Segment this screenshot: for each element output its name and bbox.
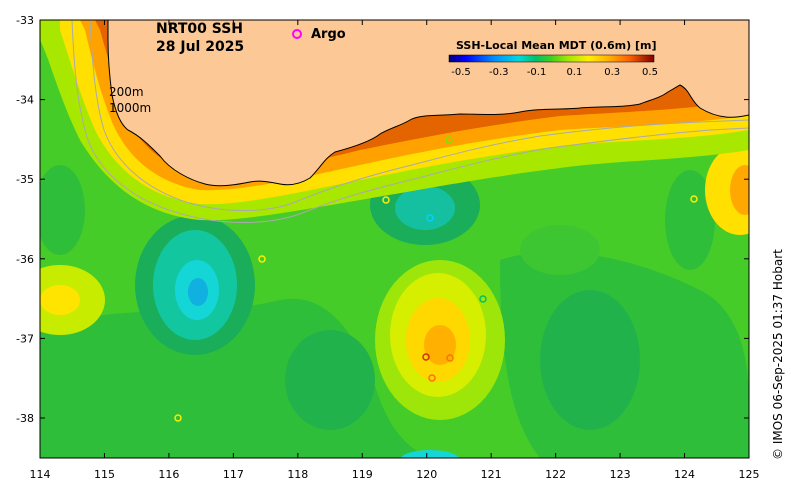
y-tick-label: -37 [16,332,34,345]
x-tick-label: 120 [416,468,437,481]
y-tick-label: -38 [16,412,34,425]
x-tick-label: 125 [739,468,760,481]
colorbar [448,54,655,63]
plot-frame [39,19,750,459]
credit-text: © IMOS 06-Sep-2025 01:37 Hobart [771,249,785,460]
colorbar-tick-label: 0.3 [604,67,620,78]
map-title: NRT00 SSH [156,21,243,37]
coastline [107,20,750,187]
x-tick-label: 122 [545,468,566,481]
x-tick-label: 118 [287,468,308,481]
colorbar-tick-label: 0.1 [566,67,582,78]
map-date: 28 Jul 2025 [156,39,244,55]
x-tick-label: 116 [158,468,179,481]
x-tick-label: 124 [674,468,695,481]
colorbar-ticks: -0.5 -0.3 -0.1 0.1 0.3 0.5 [451,67,658,78]
argo-legend-icon [292,29,302,39]
y-tick-label: -35 [16,173,34,186]
x-tick-label: 119 [352,468,373,481]
depth-contours [71,19,750,223]
colorbar-tick-label: -0.5 [451,67,471,78]
colorbar-tick-label: -0.1 [527,67,547,78]
x-axis: 114 115 116 117 118 119 120 121 122 123 124 125 [30,20,760,481]
x-tick-label: 114 [30,468,51,481]
x-tick-label: 121 [481,468,502,481]
colorbar-tick-label: 0.5 [642,67,658,78]
argo-floats [174,136,698,422]
depth-label-200: 200m [109,85,144,99]
x-tick-label: 123 [610,468,631,481]
y-axis: -33 -34 -35 -36 -37 -38 [16,14,749,425]
x-tick-label: 115 [94,468,115,481]
colorbar-tick-label: -0.3 [489,67,509,78]
argo-legend-label: Argo [311,27,346,42]
y-tick-label: -33 [16,14,34,27]
colorbar-title: SSH-Local Mean MDT (0.6m) [m] [456,39,656,52]
y-tick-label: -34 [16,94,34,107]
x-tick-label: 117 [223,468,244,481]
depth-label-1000: 1000m [109,101,151,115]
y-tick-label: -36 [16,253,34,266]
